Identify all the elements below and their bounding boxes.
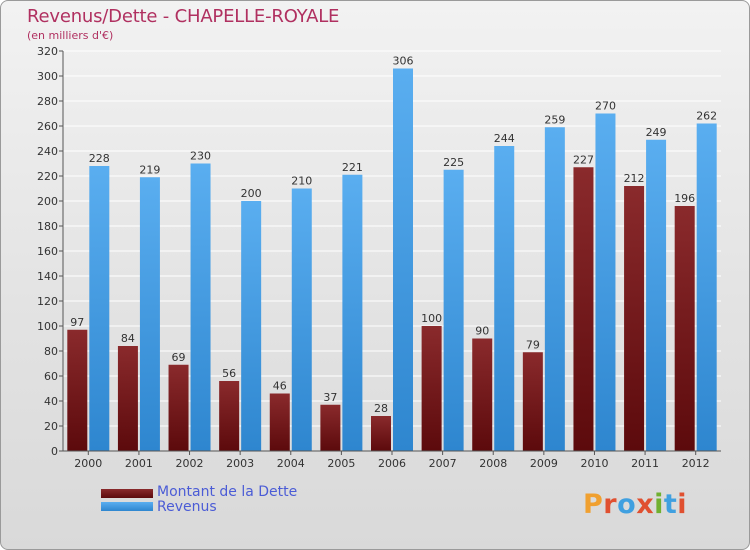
y-tick-label: 200 [37, 195, 58, 208]
bar-revenus [291, 188, 312, 451]
bar-revenus [393, 68, 413, 451]
data-label-revenus: 228 [89, 152, 110, 165]
bar-revenus [443, 169, 464, 451]
logo-letter: i [677, 489, 688, 520]
y-tick-label: 300 [37, 70, 58, 83]
data-label-revenus: 210 [291, 175, 312, 188]
data-label-dette: 212 [624, 172, 645, 185]
data-label-revenus: 225 [443, 156, 464, 169]
data-label-dette: 37 [323, 391, 337, 404]
x-tick-label: 2000 [74, 457, 102, 470]
x-tick-label: 2007 [429, 457, 457, 470]
legend-label-dette: Montant de la Dette [157, 484, 298, 500]
x-tick-label: 2001 [125, 457, 153, 470]
logo-letter: x [636, 489, 655, 520]
bar-revenus [342, 174, 363, 451]
bar-dette [67, 329, 88, 451]
bar-dette [168, 364, 189, 451]
bar-dette [522, 352, 543, 451]
bar-dette [320, 404, 341, 451]
data-label-dette: 90 [475, 325, 489, 338]
proxiti-logo: Proxiti [583, 489, 687, 520]
data-label-dette: 28 [374, 402, 388, 415]
data-label-dette: 196 [674, 192, 695, 205]
bar-revenus [89, 166, 110, 451]
data-label-revenus: 200 [241, 187, 262, 200]
y-tick-label: 20 [44, 420, 58, 433]
logo-letter: i [654, 489, 664, 520]
x-tick-label: 2005 [327, 457, 355, 470]
x-tick-label: 2009 [530, 457, 558, 470]
bar-revenus [696, 123, 717, 451]
bar-dette [371, 416, 391, 451]
logo-letter: t [663, 489, 678, 520]
y-tick-label: 160 [37, 245, 58, 258]
y-tick-label: 60 [44, 370, 58, 383]
x-tick-label: 2008 [479, 457, 507, 470]
bar-revenus [241, 201, 262, 451]
chart-subtitle: (en milliers d'€) [27, 29, 114, 42]
chart-title: Revenus/Dette - CHAPELLE-ROYALE [27, 6, 340, 27]
y-tick-label: 260 [37, 120, 58, 133]
bar-dette [624, 186, 645, 451]
y-tick-label: 320 [37, 45, 58, 58]
data-label-revenus: 306 [393, 55, 414, 68]
data-label-revenus: 249 [646, 126, 667, 139]
data-label-dette: 69 [172, 351, 186, 364]
bar-revenus [595, 113, 616, 451]
data-label-revenus: 230 [190, 150, 211, 163]
legend-label-revenus: Revenus [157, 499, 217, 515]
bar-dette [573, 167, 594, 451]
y-tick-label: 40 [44, 395, 58, 408]
y-tick-label: 180 [37, 220, 58, 233]
logo-letter: o [617, 489, 637, 520]
y-tick-label: 240 [37, 145, 58, 158]
bar-revenus [190, 163, 211, 451]
legend-swatch-dette [101, 489, 153, 498]
x-tick-label: 2012 [682, 457, 710, 470]
y-tick-label: 0 [51, 445, 58, 458]
x-tick-label: 2006 [378, 457, 406, 470]
logo-letter: r [603, 489, 618, 520]
data-label-revenus: 219 [139, 163, 160, 176]
bar-dette [421, 326, 442, 451]
bar-dette [117, 346, 138, 451]
y-tick-label: 140 [37, 270, 58, 283]
data-label-dette: 97 [70, 316, 84, 329]
bar-dette [269, 393, 290, 451]
data-label-revenus: 259 [544, 113, 565, 126]
bar-dette [472, 338, 493, 451]
data-label-dette: 227 [573, 153, 594, 166]
y-tick-label: 280 [37, 95, 58, 108]
data-label-revenus: 262 [696, 110, 717, 123]
x-tick-label: 2002 [176, 457, 204, 470]
x-tick-label: 2004 [277, 457, 305, 470]
y-tick-label: 120 [37, 295, 58, 308]
data-label-dette: 100 [421, 312, 442, 325]
y-tick-label: 220 [37, 170, 58, 183]
data-label-dette: 79 [526, 338, 540, 351]
bar-revenus [494, 146, 515, 451]
data-label-revenus: 270 [595, 100, 616, 113]
bar-dette [219, 381, 240, 451]
data-label-dette: 56 [222, 367, 236, 380]
x-tick-label: 2011 [631, 457, 659, 470]
y-tick-label: 80 [44, 345, 58, 358]
data-label-revenus: 221 [342, 161, 363, 174]
logo-letter: P [583, 489, 604, 520]
data-label-dette: 46 [273, 380, 287, 393]
x-tick-label: 2003 [226, 457, 254, 470]
x-tick-label: 2010 [580, 457, 608, 470]
legend-swatch-revenus [101, 502, 153, 511]
bar-revenus [139, 177, 160, 451]
data-label-revenus: 244 [494, 132, 515, 145]
bar-revenus [544, 127, 565, 451]
y-tick-label: 100 [37, 320, 58, 333]
bar-dette [674, 206, 695, 451]
bar-revenus [646, 139, 667, 451]
data-label-dette: 84 [121, 332, 135, 345]
